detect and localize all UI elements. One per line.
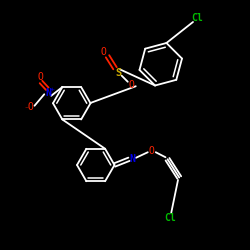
Text: O: O: [27, 102, 33, 112]
Text: O: O: [100, 47, 106, 57]
Text: Cl: Cl: [164, 213, 176, 223]
Text: Cl: Cl: [191, 13, 202, 23]
Text: N: N: [45, 88, 51, 98]
Text: O: O: [149, 146, 155, 156]
Text: O: O: [129, 80, 135, 90]
Text: ⁻: ⁻: [24, 105, 28, 114]
Text: O: O: [37, 72, 43, 83]
Text: +: +: [50, 87, 55, 92]
Text: N: N: [130, 154, 136, 164]
Text: S: S: [115, 68, 121, 78]
